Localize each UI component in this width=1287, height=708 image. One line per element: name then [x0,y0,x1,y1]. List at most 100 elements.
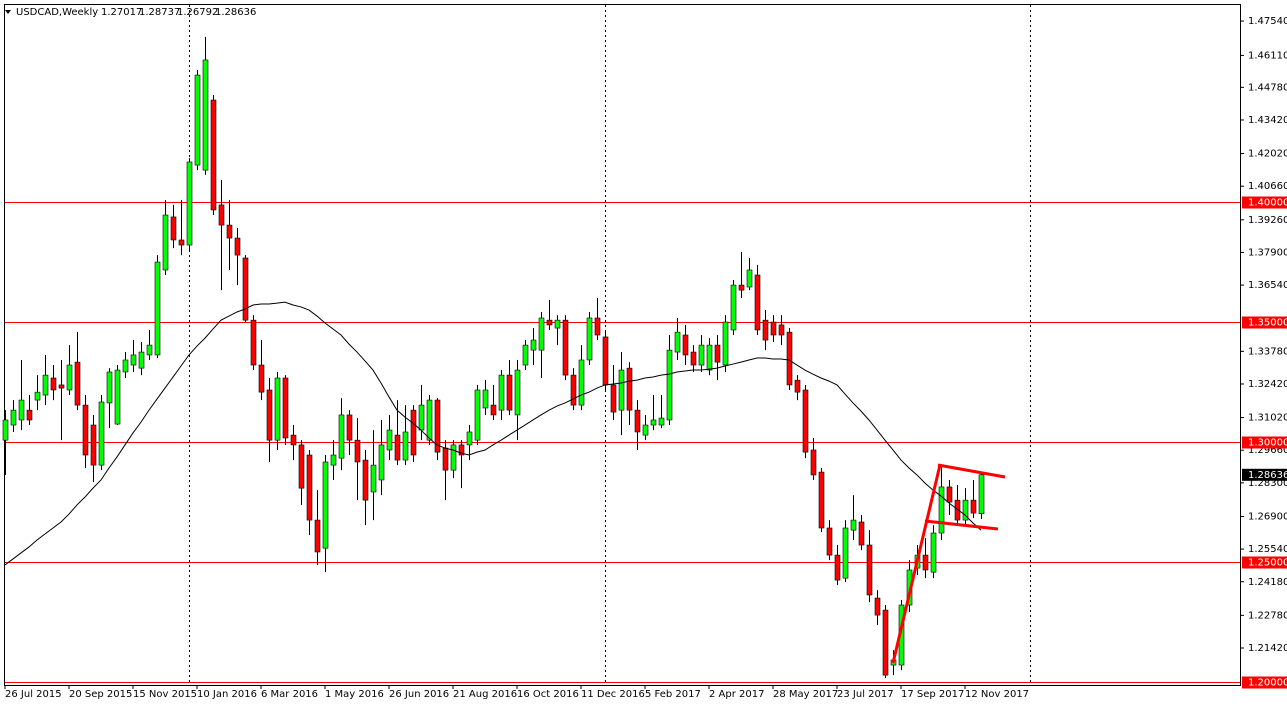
candle-down [218,204,225,226]
candle-up [538,317,545,351]
candle-down [250,319,257,366]
x-tick-label: 28 May 2017 [773,689,838,700]
candle-up [706,344,713,371]
level-label: 1.35000 [1248,318,1287,329]
level-label: 1.20000 [1248,678,1287,689]
candle-down [242,257,249,321]
menu-arrow[interactable] [5,10,11,14]
y-tick-label: 1.37900 [1248,247,1287,258]
x-tick-label: 10 Jan 2016 [197,689,257,700]
price-label-bg [1242,468,1287,481]
candle-down [458,444,465,456]
candle-down [786,331,793,386]
candle-up [930,532,937,573]
candle-down [306,454,313,521]
trendline [924,519,999,531]
candle-up [698,344,705,366]
candle-up [162,214,169,271]
level-label: 1.40000 [1248,198,1287,209]
y-tick-label: 1.21420 [1248,643,1287,654]
candle-up [530,339,537,351]
candle-up [426,399,433,441]
candle-up [658,417,665,426]
candle-down [442,447,449,471]
candle-up [554,319,561,329]
candle-up [418,404,425,431]
candle-down [282,377,289,439]
ohlc-low: 1.26792 [177,7,218,18]
y-tick-label: 1.46110 [1248,50,1287,61]
y-tick-label: 1.32420 [1248,379,1287,390]
candle-up [450,444,457,471]
candle-up [722,321,729,366]
y-tick-label: 1.44780 [1248,82,1287,93]
x-tick-label: 17 Sep 2017 [901,689,964,700]
x-tick-label: 5 Feb 2017 [645,689,701,700]
candle-up [42,374,49,396]
ohlc-high: 1.28737 [139,7,180,18]
candle-up [154,261,161,356]
candle-up [962,499,969,521]
candle-down [922,554,929,571]
y-tick-label: 1.26900 [1248,511,1287,522]
candle-down [546,319,553,326]
y-tick-label: 1.36540 [1248,280,1287,291]
candle-down [410,409,417,456]
x-tick-label: 21 Aug 2016 [453,689,517,700]
candle-up [842,527,849,579]
x-tick-label: 26 Jul 2015 [5,689,62,700]
candle-up [194,74,201,166]
y-tick-label: 1.39260 [1248,215,1287,226]
x-tick-label: 2 Apr 2017 [709,689,764,700]
level-label-bg [1242,196,1287,209]
candle-down [210,99,217,211]
candle-up [330,454,337,466]
candle-up [978,474,985,514]
y-tick-label: 1.28300 [1248,478,1287,489]
y-tick-label: 1.33780 [1248,346,1287,357]
candle-up [522,344,529,366]
candle-down [682,334,689,356]
candle-down [314,519,321,553]
candle-up [98,401,105,466]
candle-down [738,284,745,291]
candle-down [290,434,297,446]
candle-down [946,486,953,503]
x-tick-label: 16 Oct 2016 [517,689,579,700]
candle-down [690,351,697,366]
candle-up [10,409,17,426]
candle-down [562,319,569,376]
candle-up [202,59,209,171]
candle-up [122,359,129,373]
y-tick-label: 1.42020 [1248,149,1287,160]
x-tick-label: 15 Nov 2015 [133,689,197,700]
axes: 1.47540 1.46110 1.44780 1.43420 1.42020 1.406… [4,16,1287,700]
y-tick-label: 1.43420 [1248,115,1287,126]
y-tick-label: 1.25540 [1248,544,1287,555]
level-label: 1.25000 [1248,558,1287,569]
candle-down [362,459,369,501]
candle-up [402,431,409,461]
candle-down [258,364,265,393]
candle-up [498,374,505,411]
candle-up [34,391,41,401]
candle-down [802,389,809,453]
candle-down [714,344,721,363]
candle-down [26,409,33,421]
x-tick-label: 26 Jun 2016 [389,689,449,700]
candle-up [18,399,25,421]
candle-down [858,521,865,546]
candle-up [386,429,393,451]
candle-up [674,331,681,353]
x-tick-label: 6 Mar 2016 [261,689,318,700]
plot-area [2,36,985,678]
candle-up [106,371,113,404]
candle-up [130,354,137,366]
x-tick-label: 23 Jul 2017 [837,689,894,700]
candle-up [338,414,345,459]
candle-down [226,224,233,239]
plot-frame [4,4,1241,686]
candle-down [810,449,817,476]
y-tick-label: 1.22780 [1248,610,1287,621]
